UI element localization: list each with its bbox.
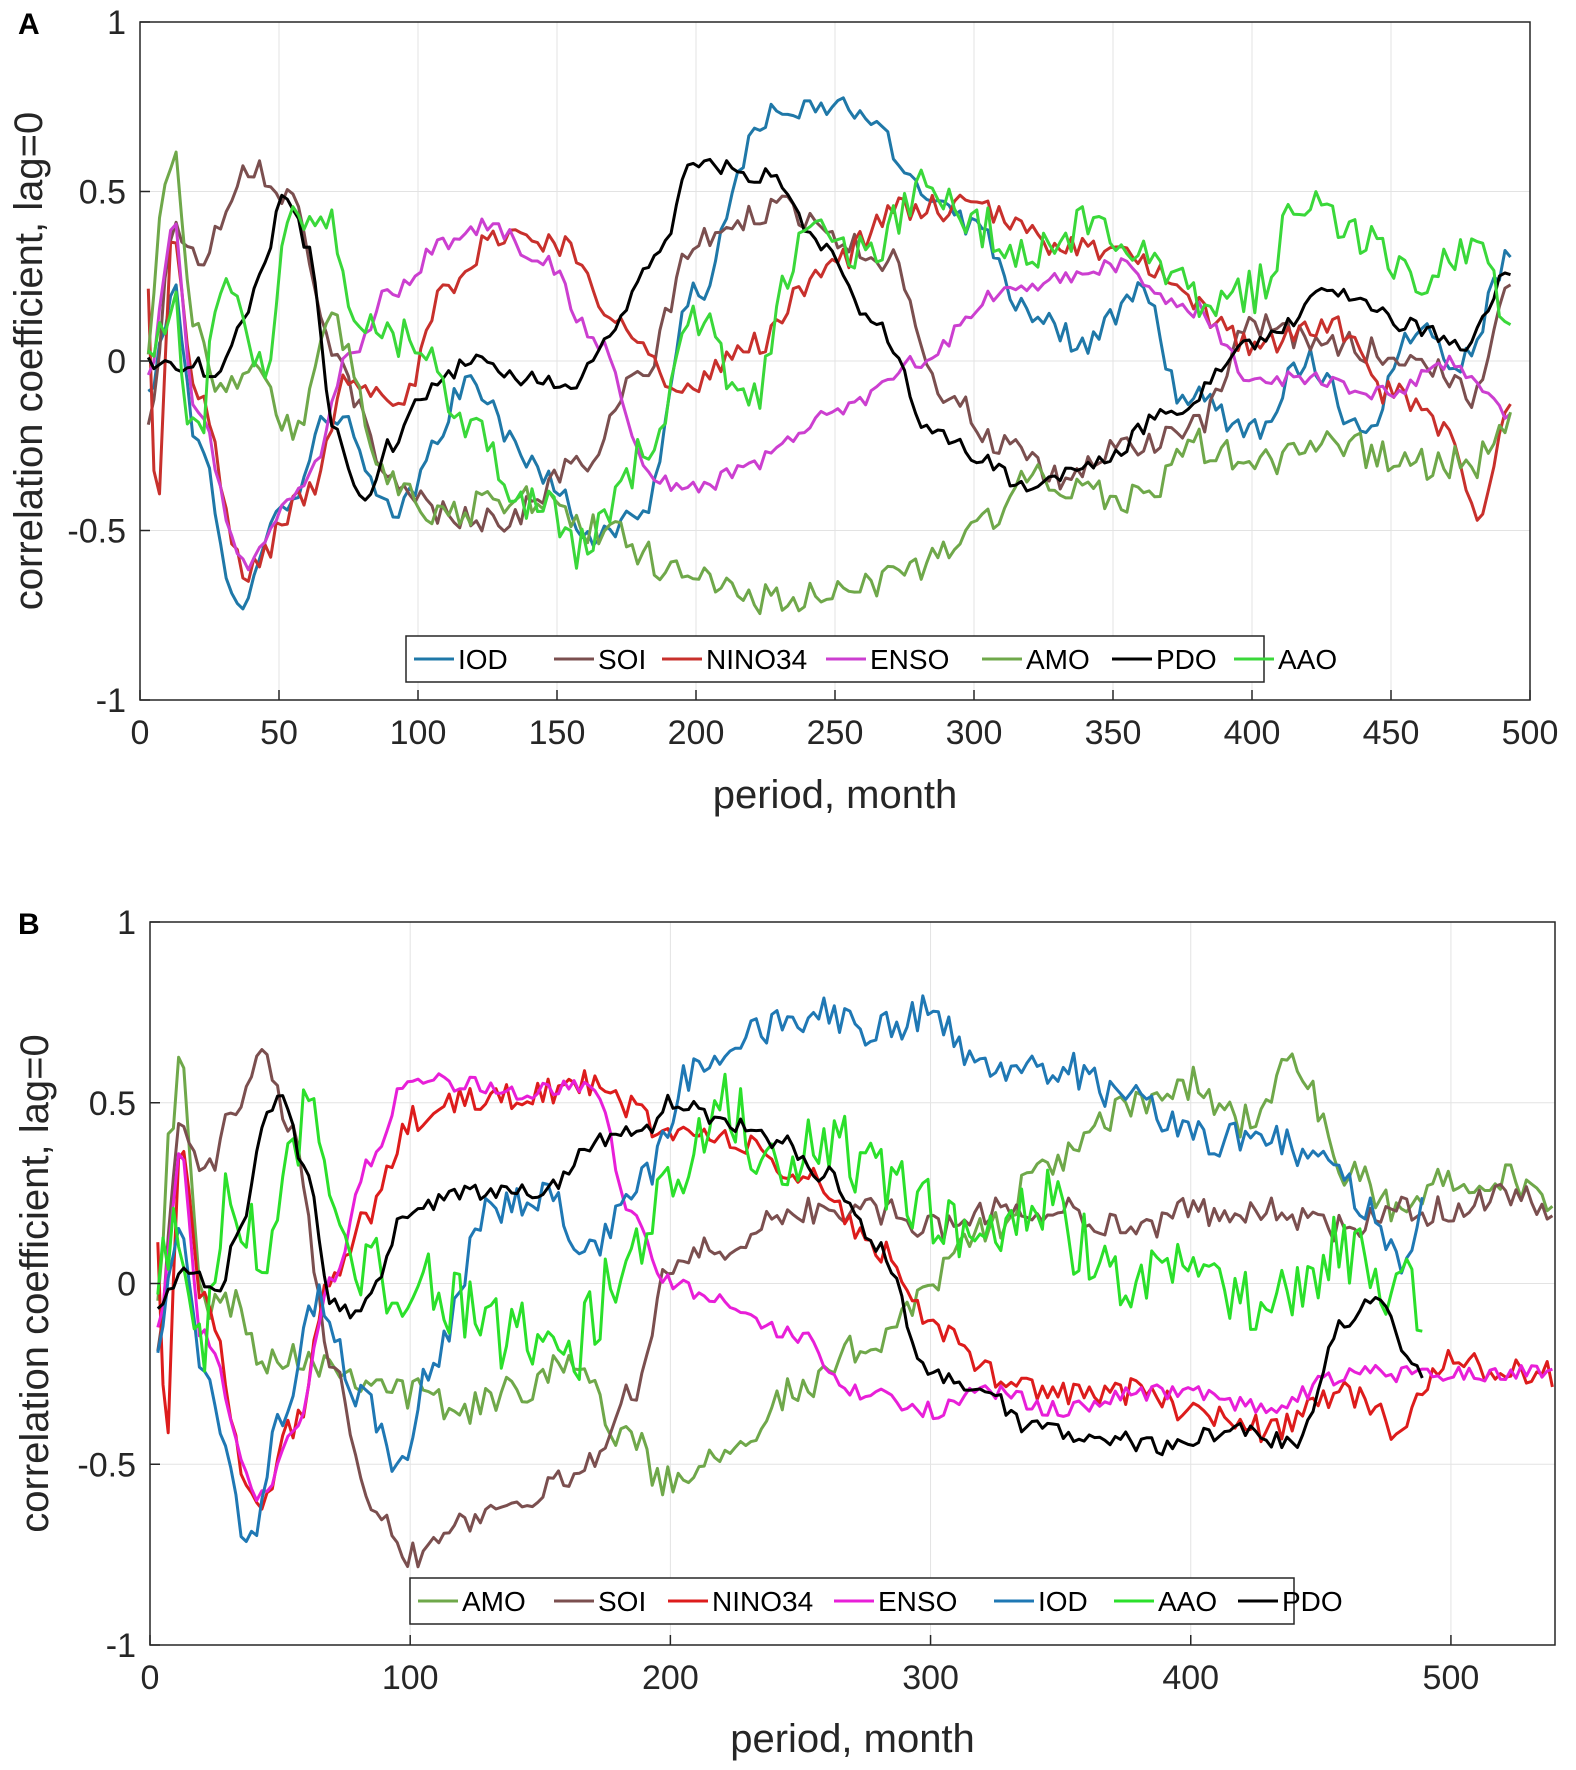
- legend: AMO SOI NINO34 ENSO IOD AAO PDO: [409, 1577, 1343, 1625]
- y-tick-label: 0.5: [79, 174, 126, 212]
- series-lines: [146, 96, 1512, 616]
- series-amo: [156, 1052, 1554, 1497]
- x-tick-label: 400: [1162, 1659, 1219, 1697]
- x-tick-label: 450: [1363, 714, 1420, 752]
- series-aao: [156, 1072, 1423, 1381]
- legend-label-nino34: NINO34: [706, 644, 807, 675]
- x-tick-label: 200: [668, 714, 725, 752]
- x-tick-label: 500: [1423, 1659, 1480, 1697]
- y-tick-label: 0.5: [89, 1085, 136, 1123]
- panel-letter: A: [18, 8, 40, 41]
- x-tick-label: 500: [1502, 714, 1559, 752]
- y-tick-label: -0.5: [77, 1446, 136, 1484]
- y-axis-label: correlation coefficient, lag=0: [13, 1034, 57, 1532]
- x-tick-label: 250: [807, 714, 864, 752]
- series-enso: [146, 217, 1512, 572]
- series-pdo: [146, 157, 1511, 502]
- series-enso: [156, 1072, 1553, 1502]
- y-tick-label: 1: [107, 4, 126, 42]
- x-axis-label: period, month: [730, 1717, 975, 1761]
- x-axis-label: period, month: [713, 773, 958, 817]
- x-tick-label: 0: [141, 1659, 160, 1697]
- x-tick-label: 50: [260, 714, 298, 752]
- x-tick-label: 150: [529, 714, 586, 752]
- y-tick-label: 0: [117, 1266, 136, 1304]
- series-soi: [156, 1048, 1554, 1569]
- legend-label-amo: AMO: [462, 1586, 526, 1617]
- legend-label-amo: AMO: [1026, 644, 1090, 675]
- legend-label-aao: AAO: [1158, 1586, 1217, 1617]
- x-tick-label: 300: [946, 714, 1003, 752]
- series-nino34: [146, 193, 1512, 583]
- legend-label-soi: SOI: [598, 644, 646, 675]
- series-iod: [156, 994, 1424, 1543]
- legend-label-soi: SOI: [598, 1586, 646, 1617]
- legend-label-enso: ENSO: [870, 644, 949, 675]
- y-tick-label: -1: [96, 682, 126, 720]
- legend-label-enso: ENSO: [878, 1586, 957, 1617]
- y-tick-label: -0.5: [67, 513, 126, 551]
- legend-label-iod: IOD: [458, 644, 508, 675]
- legend-label-iod: IOD: [1038, 1586, 1088, 1617]
- series-pdo: [156, 1093, 1424, 1457]
- y-tick-label: -1: [106, 1627, 136, 1665]
- series-amo: [146, 150, 1512, 616]
- panel-a: A 0 50 100 150 200 250 300 350 400 450 500 1 0.5 0 -0.5…: [7, 4, 1558, 817]
- panel-b: B 0 100 200 300 400 500 1 0.5 0 -0.5 -1 period, mont…: [13, 904, 1556, 1761]
- legend-label-nino34: NINO34: [712, 1586, 813, 1617]
- y-tick-label: 1: [117, 904, 136, 942]
- legend-label-pdo: PDO: [1282, 1586, 1343, 1617]
- x-tick-label: 100: [390, 714, 447, 752]
- x-tick-label: 0: [131, 714, 150, 752]
- x-tick-label: 100: [382, 1659, 439, 1697]
- series-aao: [147, 168, 1512, 570]
- panel-letter: B: [18, 908, 40, 941]
- series-nino34: [156, 1069, 1554, 1511]
- x-tick-label: 300: [902, 1659, 959, 1697]
- legend-label-pdo: PDO: [1156, 644, 1217, 675]
- series-lines: [156, 994, 1554, 1569]
- y-tick-label: 0: [107, 343, 126, 381]
- x-tick-label: 200: [642, 1659, 699, 1697]
- x-tick-label: 400: [1224, 714, 1281, 752]
- legend-label-aao: AAO: [1278, 644, 1337, 675]
- y-axis-label: correlation coefficient, lag=0: [7, 112, 51, 610]
- series-iod: [147, 96, 1512, 611]
- legend: IOD SOI NINO34 ENSO AMO PDO AAO: [405, 635, 1337, 683]
- x-tick-label: 350: [1085, 714, 1142, 752]
